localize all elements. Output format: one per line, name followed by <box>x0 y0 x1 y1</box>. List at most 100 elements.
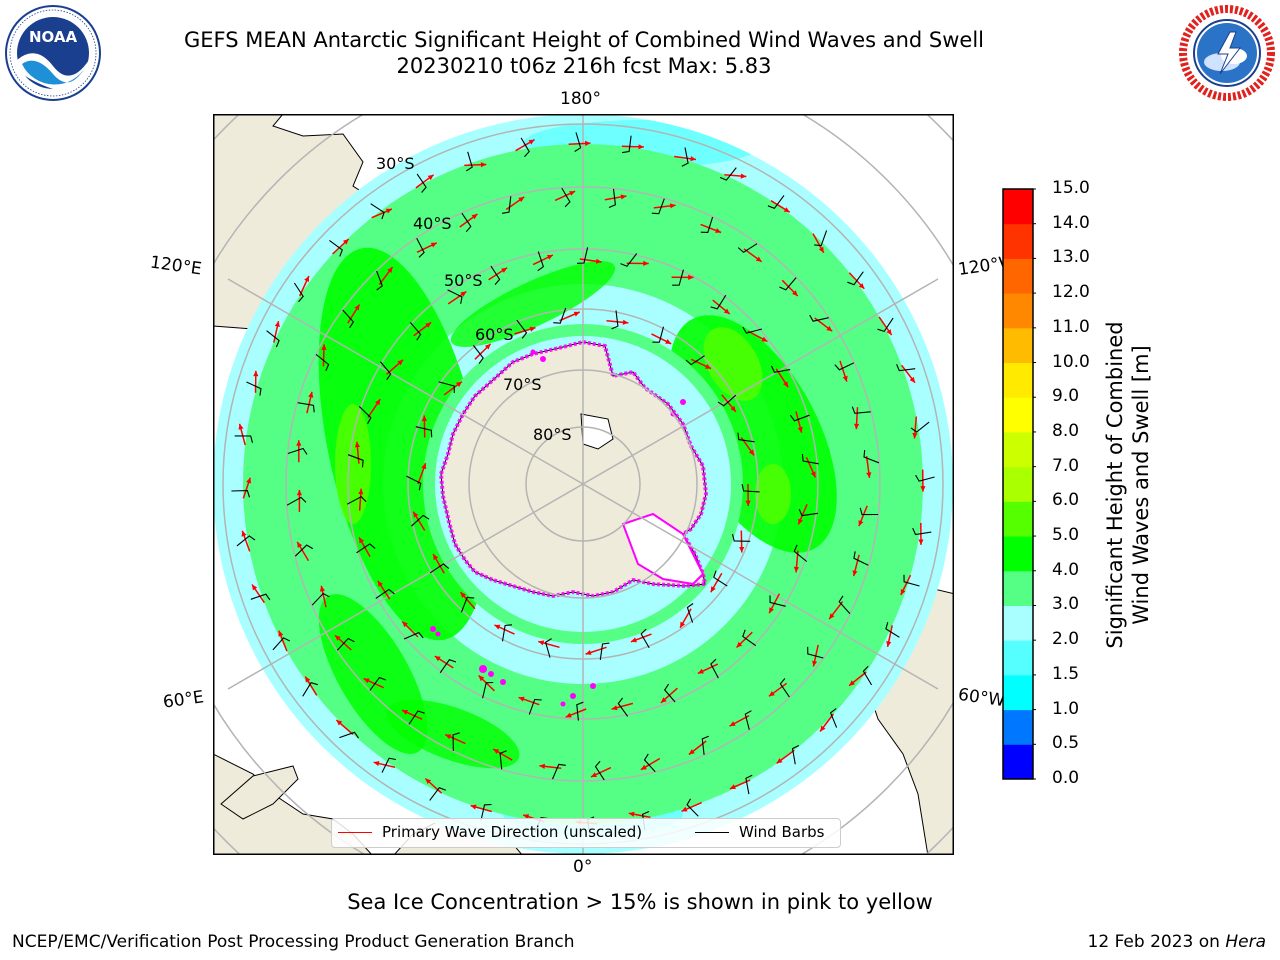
wave-arrow-head <box>471 214 478 220</box>
wave-arrow-head <box>715 228 722 233</box>
wave-arrow-head <box>319 585 325 592</box>
wind-barb <box>859 507 879 516</box>
wave-arrow-head <box>523 814 530 820</box>
wave-arrow-head <box>797 426 803 433</box>
wave-arrow-head <box>769 607 774 614</box>
wave-arrow-head <box>375 399 381 406</box>
wind-barb <box>719 167 737 181</box>
wave-arrow-head <box>729 784 736 790</box>
wave-arrow-head <box>818 246 824 253</box>
colorbar-cell <box>1003 605 1033 641</box>
lon-label-60w: 60°W <box>956 684 1007 712</box>
wave-arrow-head <box>421 415 427 421</box>
noaa-logo-text: NOAA <box>29 28 78 46</box>
wind-barb <box>293 282 304 303</box>
wind-barb <box>528 698 542 715</box>
wind-barb <box>643 753 656 773</box>
wind-barb <box>809 314 829 322</box>
wave-arrow-head <box>688 274 694 280</box>
wind-barb <box>250 593 271 601</box>
wind-barb <box>370 203 385 220</box>
nws-logo-icon <box>1179 5 1275 101</box>
wave-arrow-head <box>918 539 924 545</box>
wave-arrow-head <box>798 518 803 525</box>
colorbar-cell <box>1003 327 1033 364</box>
wave-arrow-head <box>246 477 252 484</box>
colorbar-tick-label: 4.0 <box>1052 559 1080 580</box>
wind-barb <box>266 330 280 348</box>
noaa-logo-icon: NOAA <box>5 5 101 101</box>
wind-barb <box>853 551 869 566</box>
wind-barb <box>231 490 251 498</box>
wave-arrow-head <box>296 489 302 496</box>
wind-barb <box>409 321 422 341</box>
lat-label-50s: 50°S <box>444 271 483 290</box>
wind-barb-legend-swatch <box>695 832 729 833</box>
wind-barb <box>482 681 494 699</box>
wave-arrow-head <box>538 640 545 646</box>
wave-arrow-head <box>252 584 258 591</box>
wave-arrow-head <box>425 322 432 328</box>
wind-barb <box>744 710 752 730</box>
colorbar-tick-label: 1.5 <box>1052 663 1080 684</box>
wind-barb <box>798 508 818 517</box>
wind-barb <box>520 137 530 158</box>
wave-arrow-head <box>900 589 906 595</box>
map-legend: Primary Wave Direction (unscaled) Wind B… <box>331 818 841 848</box>
wave-arrow-head <box>373 761 380 767</box>
wind-barb <box>236 535 256 547</box>
wave-arrow-head <box>413 511 419 518</box>
wave-arrow-head <box>829 613 835 620</box>
wave-arrow-head <box>529 326 536 332</box>
wave-arrow-head <box>669 203 676 209</box>
wind-barb <box>829 708 838 728</box>
wave-arrow-head <box>729 721 736 727</box>
wave-arrow-head <box>460 291 467 297</box>
wind-barb <box>375 588 395 599</box>
wind-barb <box>686 603 694 623</box>
lat-label-60s: 60°S <box>475 325 514 344</box>
wave-arrow-head <box>569 191 576 196</box>
wind-barb <box>429 787 447 801</box>
lat-label-70s: 70°S <box>503 375 542 394</box>
colorbar-cell <box>1003 362 1033 398</box>
colorbar <box>1002 188 1036 780</box>
wind-barb <box>311 592 330 606</box>
colorbar-label-line2: Wind Waves and Swell [m] <box>1129 345 1153 625</box>
footer-host: Hera <box>1225 932 1266 952</box>
colorbar-tick-label: 13.0 <box>1052 247 1090 268</box>
wave-arrow-head <box>622 319 629 325</box>
wind-barb <box>701 735 709 755</box>
colorbar-tick-label: 12.0 <box>1052 282 1090 303</box>
wave-arrow-head <box>886 641 892 647</box>
wave-arrow-head <box>810 471 816 478</box>
wave-arrow-head <box>297 541 303 548</box>
wave-arrow-head <box>755 256 762 262</box>
wave-arrow-head <box>690 156 696 162</box>
wave-arrow-head <box>886 329 892 336</box>
wind-barb <box>480 803 492 821</box>
wind-barb <box>369 676 387 691</box>
wave-arrow-head <box>253 370 259 377</box>
colorbar-tick-label: 8.0 <box>1052 420 1080 441</box>
wind-barb <box>381 757 397 773</box>
wind-barb <box>731 533 751 542</box>
colorbar-cell <box>1003 744 1033 780</box>
lat-label-40s: 40°S <box>413 214 452 233</box>
wave-arrow-head <box>748 449 755 456</box>
wave-arrow-head <box>354 441 360 448</box>
wind-barb <box>594 760 605 781</box>
wave-arrow-head <box>470 804 477 810</box>
wind-barb <box>710 294 727 310</box>
wave-arrow-head <box>241 530 247 537</box>
colorbar-tick-label: 1.0 <box>1052 698 1080 719</box>
chart-title: GEFS MEAN Antarctic Significant Height o… <box>183 28 985 52</box>
wave-arrow-head <box>484 343 491 350</box>
wind-barb <box>622 135 632 154</box>
wind-barb <box>576 247 589 264</box>
colorbar-cell <box>1003 501 1033 537</box>
colorbar-tick-label: 11.0 <box>1052 316 1090 337</box>
colorbar-tick-label: 3.0 <box>1052 594 1080 615</box>
wave-arrow-head <box>761 336 768 342</box>
wave-arrow-head <box>387 267 393 273</box>
